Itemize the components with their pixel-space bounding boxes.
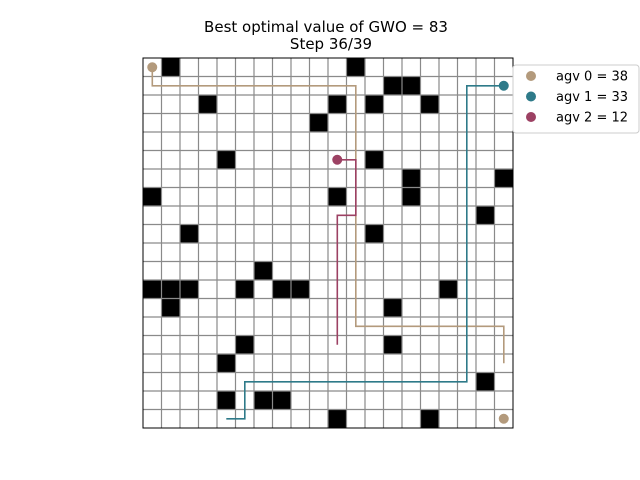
legend-marker-1 [526,91,536,102]
plot-area [142,57,514,429]
obstacle-cell [198,95,217,114]
obstacle-cell [161,298,180,317]
obstacle-cell [235,335,254,354]
obstacle-cell [272,280,291,299]
obstacle-cell [402,169,421,188]
obstacle-cell [420,95,439,114]
chart-title-line2: Step 36/39 [290,35,372,53]
obstacle-cell [402,187,421,206]
agent-marker-2 [332,154,343,165]
chart-title-line1: Best optimal value of GWO = 83 [204,18,448,36]
obstacle-cell [476,206,495,225]
obstacle-cell [328,95,347,114]
obstacle-cell [328,409,347,428]
obstacle-cell [494,169,513,188]
obstacle-cell [402,76,421,95]
obstacle-cell [365,224,384,243]
obstacle-cell [161,58,180,77]
obstacle-cell [383,298,402,317]
obstacle-cell [180,280,199,299]
obstacle-cell [420,409,439,428]
obstacle-cell [235,280,254,299]
legend-label-1: agv 1 = 33 [556,90,628,105]
obstacle-cell [254,391,273,410]
obstacle-cell [476,372,495,391]
legend: agv 0 = 38 agv 1 = 33 agv 2 = 12 [512,64,640,134]
obstacle-cell [439,280,458,299]
obstacles [143,58,513,428]
obstacle-cell [383,76,402,95]
obstacle-cell [309,113,328,132]
agent-marker-0 [147,62,158,73]
obstacle-cell [383,335,402,354]
obstacle-cell [143,280,162,299]
obstacle-cell [346,58,365,77]
obstacle-cell [254,261,273,280]
obstacle-cell [217,391,236,410]
agent-marker-1 [498,80,509,91]
legend-label-2: agv 2 = 12 [556,111,628,126]
obstacle-cell [328,187,347,206]
obstacle-cell [143,187,162,206]
legend-box [512,64,640,134]
legend-marker-0 [526,71,536,81]
legend-label-0: agv 0 = 38 [556,70,628,85]
agent-path-1 [226,85,504,420]
obstacle-cell [217,354,236,373]
obstacle-cell [291,280,310,299]
obstacle-cell [365,95,384,114]
legend-marker-2 [526,112,536,122]
obstacle-cell [161,280,180,299]
obstacle-cell [180,224,199,243]
grid-lines [143,58,513,428]
plot-frame [142,57,514,429]
agent-target-0 [498,413,509,424]
agent-path-2 [336,159,357,345]
obstacle-cell [272,391,291,410]
obstacle-cell [365,150,384,169]
obstacle-cell [217,150,236,169]
